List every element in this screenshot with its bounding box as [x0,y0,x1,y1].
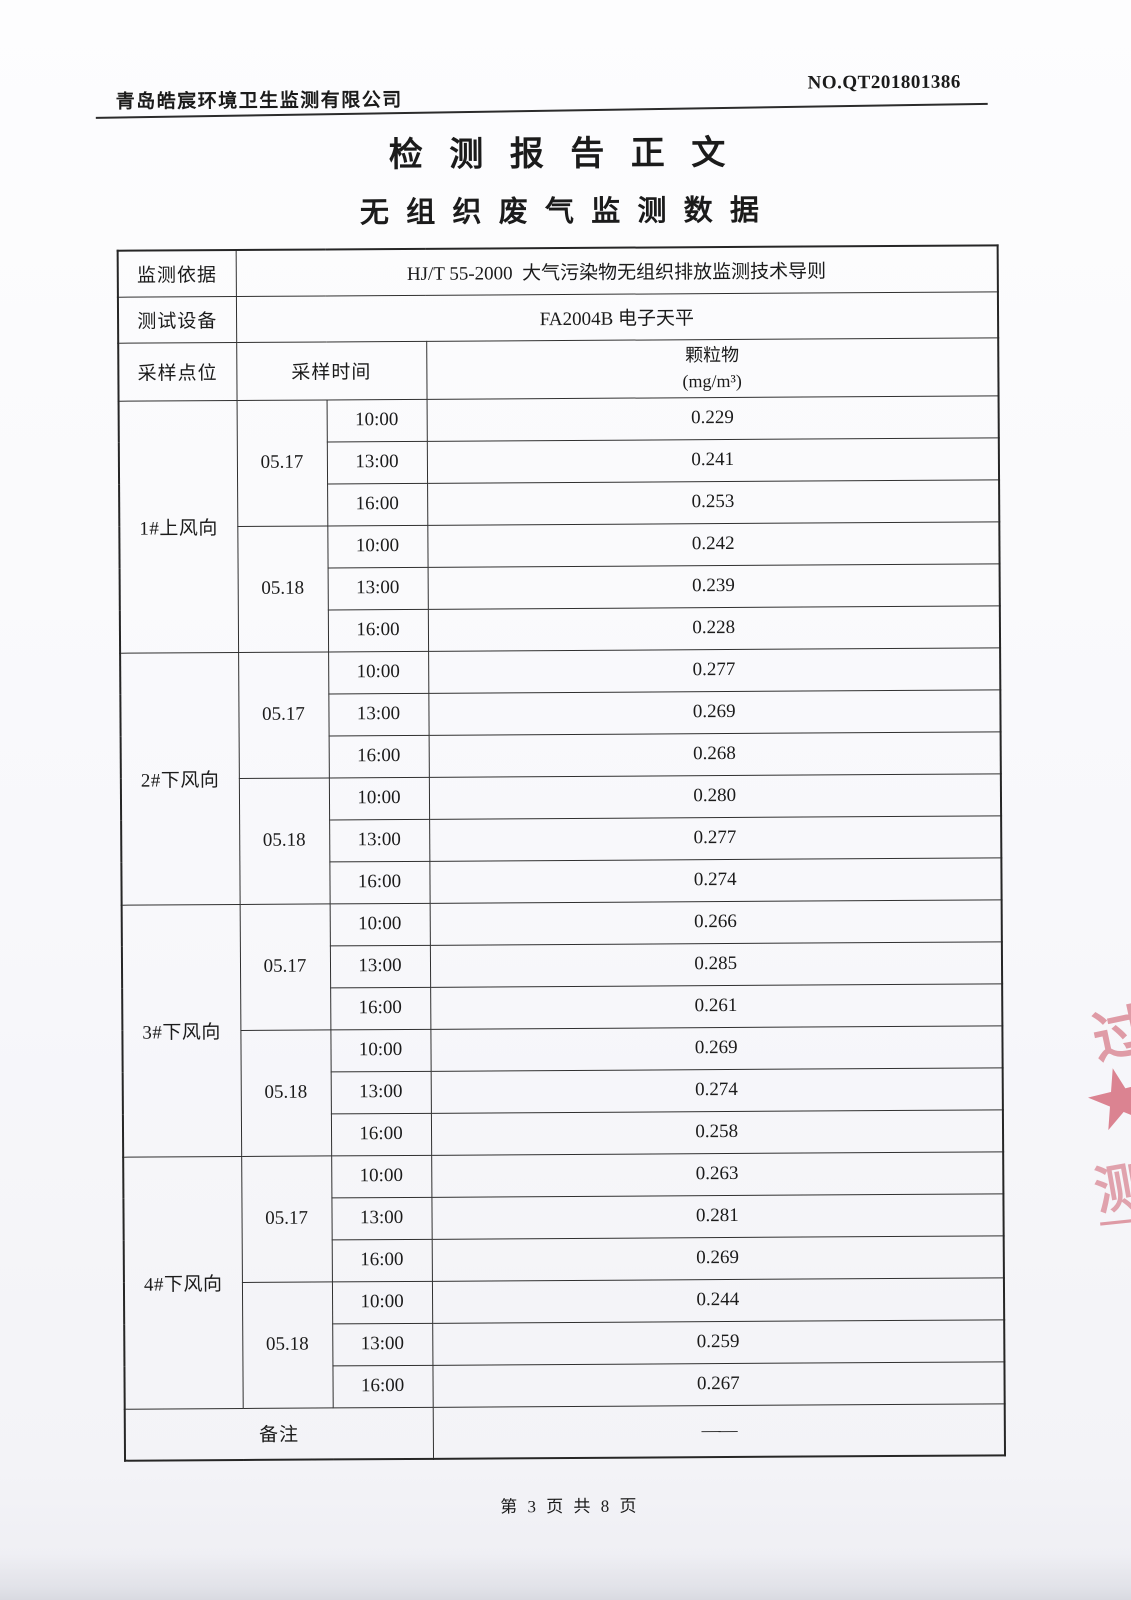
sampling-time-cell: 16:00 [327,608,429,652]
measurement-value-cell: 0.285 [429,941,1003,987]
sampling-point-cell: 1#上风向 [118,400,239,653]
sampling-time-cell: 10:00 [329,902,430,946]
sampling-time-cell: 10:00 [327,524,428,568]
sampling-time-cell: 10:00 [328,776,430,820]
measurement-value-cell: 0.269 [430,1025,1003,1071]
info-row-value: HJ/T 55-2000 大气污染物无组织排放监测技术导则 [235,245,998,297]
sampling-date-cell: 05.18 [240,1029,332,1156]
measurement-value-cell: 0.263 [431,1151,1004,1197]
measurement-value-cell: 0.280 [428,773,1002,819]
sampling-time-cell: 13:00 [329,818,430,862]
monitoring-data-table: 监测依据 HJ/T 55-2000 大气污染物无组织排放监测技术导则 测试设备 FA2… [116,244,1007,1462]
sampling-date-cell: 05.17 [239,903,331,1030]
sampling-time-cell: 10:00 [328,650,429,694]
column-header-analyte: 颗粒物 (mg/m³) [426,337,999,399]
measurement-value-cell: 0.281 [431,1193,1004,1239]
sampling-time-cell: 13:00 [330,1070,431,1114]
sampling-time-cell: 16:00 [328,734,429,778]
measurement-value-cell: 0.269 [431,1235,1004,1281]
report-number: NO.QT201801386 [807,71,961,94]
measurement-value-cell: 0.277 [428,647,1001,693]
measurement-value-cell: 0.239 [427,563,1000,609]
sampling-time-cell: 13:00 [331,1196,432,1240]
measurement-value-cell: 0.241 [426,437,1000,483]
measurement-value-cell: 0.228 [427,605,1001,651]
page-number: 第 3 页 共 8 页 [500,1496,640,1517]
sampling-time-cell: 13:00 [328,692,429,736]
measurement-value-cell: 0.274 [429,857,1002,903]
sampling-time-cell: 13:00 [327,566,428,610]
column-header-point: 采样点位 [118,342,237,401]
measurement-value-cell: 0.259 [432,1319,1005,1365]
sampling-point-cell: 3#下风向 [121,903,242,1157]
measurement-value-cell: 0.268 [428,731,1001,777]
measurement-value-cell: 0.253 [427,479,1000,525]
measurement-value-cell: 0.229 [426,395,999,441]
measurement-value-cell: 0.269 [428,689,1001,735]
sampling-date-cell: 05.18 [238,777,330,904]
info-row-label: 测试设备 [117,296,237,343]
sampling-time-cell: 16:00 [327,482,428,526]
sampling-time-cell: 16:00 [330,1112,432,1156]
company-name: 青岛皓宸环境卫生监测有限公司 [115,89,403,113]
scan-bottom-edge [0,1554,1131,1600]
column-header-time: 采样时间 [236,340,427,401]
measurement-value-cell: 0.267 [432,1361,1005,1407]
remark-value: —— [432,1403,1006,1459]
measurement-value-cell: 0.277 [429,815,1002,861]
sampling-time-cell: 13:00 [326,440,428,484]
measurement-value-cell: 0.261 [430,983,1003,1029]
sampling-time-cell: 10:00 [331,1154,432,1198]
sampling-date-cell: 05.17 [241,1155,332,1282]
measurement-value-cell: 0.258 [430,1109,1004,1155]
sampling-date-cell: 05.18 [241,1281,333,1408]
info-row-value: FA2004B 电子天平 [235,291,999,343]
page-subtitle: 无 组 织 废 气 监 测 数 据 [359,194,765,230]
sampling-time-cell: 10:00 [326,398,427,442]
sampling-date-cell: 05.18 [237,525,329,652]
remark-label: 备注 [124,1406,434,1461]
sampling-time-cell: 16:00 [331,1238,432,1282]
measurement-value-cell: 0.274 [430,1067,1003,1113]
measurement-value-cell: 0.266 [429,899,1002,945]
sampling-time-cell: 10:00 [331,1280,433,1324]
sampling-time-cell: 16:00 [329,860,430,904]
measurement-value-cell: 0.244 [431,1277,1005,1323]
sampling-time-cell: 10:00 [330,1028,431,1072]
sampling-date-cell: 05.17 [236,399,328,526]
info-row-label: 监测依据 [117,250,236,297]
sampling-time-cell: 13:00 [329,944,431,988]
page-title: 检 测 报 告 正 文 [388,134,735,175]
sampling-time-cell: 13:00 [332,1322,433,1366]
sampling-point-cell: 2#下风向 [120,651,240,905]
sampling-time-cell: 16:00 [330,986,431,1030]
sampling-point-cell: 4#下风向 [123,1155,243,1409]
sampling-time-cell: 16:00 [332,1364,433,1408]
sampling-date-cell: 05.17 [238,651,329,778]
measurement-value-cell: 0.242 [427,521,1000,567]
